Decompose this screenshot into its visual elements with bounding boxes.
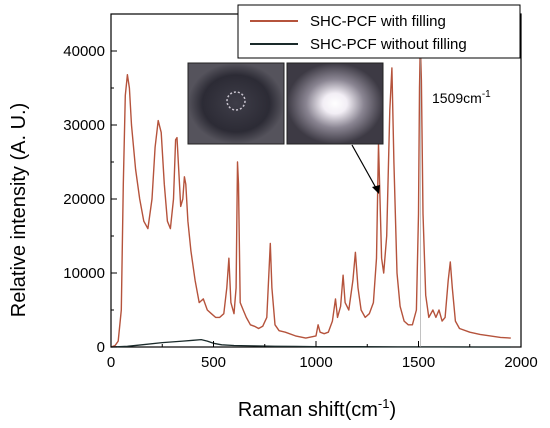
- inset-fiber-without-filling: [187, 62, 285, 145]
- x-tick-label: 500: [201, 354, 226, 371]
- x-tick-label: 1000: [299, 354, 332, 371]
- inset-fiber-with-filling: [286, 62, 384, 145]
- y-axis-title: Relative intensity (A. U.): [8, 103, 30, 318]
- legend-label-without-filling: SHC-PCF without filling: [310, 36, 467, 53]
- y-tick-label: 30000: [63, 117, 105, 134]
- x-tick-label: 1500: [402, 354, 435, 371]
- peak-annotation: 1509cm-1: [432, 89, 491, 106]
- series-line-without-filling: [110, 338, 511, 348]
- y-tick-label: 40000: [63, 43, 105, 60]
- legend-box: [237, 4, 521, 59]
- x-tick-label: 2000: [504, 354, 537, 371]
- y-tick-label: 20000: [63, 191, 105, 208]
- legend: SHC-PCF with filling SHC-PCF without fil…: [237, 4, 521, 59]
- inset-images: [187, 62, 384, 145]
- x-tick-label: 0: [107, 354, 115, 371]
- y-tick-label: 10000: [63, 265, 105, 282]
- inset-fiber-core-ring: [226, 91, 246, 111]
- x-axis-title: Raman shift(cm-1): [238, 396, 396, 421]
- legend-label-with-filling: SHC-PCF with filling: [310, 13, 446, 30]
- annotation-arrowhead: [372, 185, 380, 194]
- annotation-arrow-line: [351, 144, 377, 189]
- y-tick-label: 0: [97, 339, 105, 356]
